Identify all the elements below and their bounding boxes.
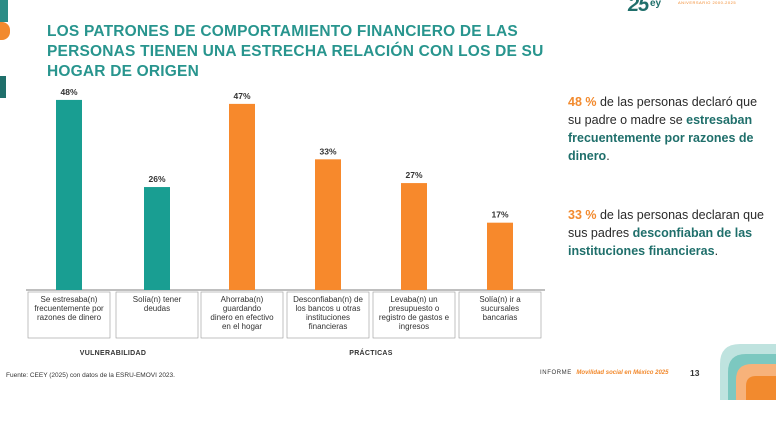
category-tick-label: Solía(n) ir a sucursales bancarias — [479, 295, 521, 322]
category-tick-label: Desconfiaban(n) de los bancos u otras inst… — [293, 295, 363, 331]
category-label-box — [115, 291, 199, 339]
title-line-2: PERSONAS TIENEN UNA ESTRECHA RELACIÓN CO… — [47, 43, 544, 60]
category-label-box — [458, 291, 542, 339]
strip-block-dark-teal — [0, 76, 6, 98]
bar-value-label: 26% — [148, 174, 165, 184]
slide-title: LOS PATRONES DE COMPORTAMIENTO FINANCIER… — [47, 22, 567, 82]
title-line-1: LOS PATRONES DE COMPORTAMIENTO FINANCIER… — [47, 23, 518, 40]
category-label-box — [372, 291, 456, 339]
page-number: 13 — [690, 368, 700, 378]
bar — [315, 159, 341, 290]
bar-value-label: 33% — [319, 146, 336, 156]
report-label: INFORME — [540, 370, 572, 376]
left-decorative-strip — [0, 0, 10, 425]
title-line-3: HOGAR DE ORIGEN — [47, 63, 199, 80]
report-title: Movilidad social en México 2025 — [576, 370, 669, 376]
category-label-box — [27, 291, 111, 339]
callout-distrust: 33 % de las personas declaran que sus pa… — [568, 206, 768, 260]
category-label-box — [286, 291, 370, 339]
bar — [487, 222, 513, 290]
callout-distrust-emphasis: desconfiaban de las instituciones financ… — [568, 226, 753, 258]
bar — [56, 99, 82, 290]
callout-stress: 48 % de las personas declaró que su padr… — [568, 93, 768, 165]
bar-value-label: 47% — [233, 91, 250, 101]
bar — [144, 187, 170, 290]
callout-distrust-text-a: de las personas declaran que sus padres — [568, 208, 764, 240]
category-tick-label: Ahorraba(n) guardando dinero en efectivo en… — [210, 295, 274, 331]
strip-block-teal — [0, 0, 8, 22]
source-footnote: Fuente: CEEY (2025) con datos de la ESRU… — [6, 372, 175, 379]
corner-decoration — [720, 344, 776, 400]
report-footer: INFORME Movilidad social en México 2025 — [540, 370, 668, 376]
callout-stress-text-a: de las personas declaró que su padre o m… — [568, 95, 758, 127]
bar-value-label: 27% — [405, 170, 422, 180]
callout-stress-value: 48 % — [568, 95, 597, 109]
category-tick-label: Se estresaba(n) frecuentemente por razones… — [34, 295, 104, 322]
group-label: VULNERABILIDAD — [80, 350, 146, 357]
bar-chart: 48% Se estresaba(n) frecuentemente por razo… — [26, 87, 545, 357]
group-label: PRÁCTICAS — [349, 348, 393, 357]
callout-distrust-value: 33 % — [568, 208, 597, 222]
strip-block-orange — [0, 22, 10, 40]
logo-number: 25 — [628, 0, 649, 16]
category-label-box — [200, 291, 284, 339]
bar — [229, 103, 255, 290]
callout-distrust-text-b: . — [714, 244, 719, 258]
category-tick-label: Levaba(n) un presupuesto o registro de gas… — [379, 295, 450, 331]
logo-subtitle: ANIVERSARIO 2000-2025 — [678, 0, 737, 5]
bar-value-label: 48% — [60, 87, 77, 97]
bar — [401, 183, 427, 290]
callout-stress-text-b: . — [606, 149, 610, 163]
callout-stress-emphasis: estresaban frecuentemente por razones de… — [568, 113, 754, 163]
bar-value-label: 17% — [491, 210, 508, 220]
logo-brand: ey — [650, 0, 662, 9]
ceey-logo: 25 ANIVERSARIO 2000-2025 ey — [628, 0, 776, 20]
category-tick-label: Solía(n) tener deudas — [133, 295, 182, 313]
